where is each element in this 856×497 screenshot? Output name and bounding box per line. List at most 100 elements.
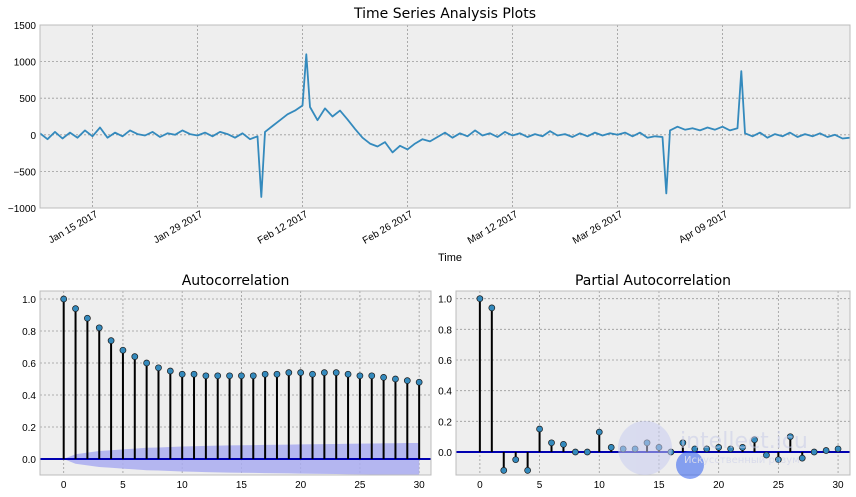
stem-marker <box>786 433 794 441</box>
y-tick-label: 0 <box>30 131 36 142</box>
y-tick-label: 500 <box>19 94 36 105</box>
stem-marker <box>380 374 387 381</box>
stem-marker <box>727 445 734 453</box>
time-series-chart: −1000 −500 0 500 1000 1500 Jan 15 2017 Jan 29 2… <box>8 6 851 264</box>
stem-marker <box>238 372 245 380</box>
stem-marker <box>131 353 139 360</box>
y-tick-label: 1.0 <box>22 295 36 306</box>
stem-marker <box>309 370 316 378</box>
y-tick-label: 1500 <box>14 21 37 32</box>
chart-title: Partial Autocorrelation <box>575 273 731 289</box>
stem-marker <box>249 372 257 380</box>
x-tick-label: 5 <box>537 480 543 491</box>
stem-marker <box>524 467 531 474</box>
y-tick-label: 0.6 <box>22 359 36 370</box>
watermark-brand: intellect.icu <box>680 429 808 454</box>
chart-title: Autocorrelation <box>182 273 290 289</box>
x-tick-label: 20 <box>713 480 725 491</box>
stem-marker <box>403 377 411 384</box>
stem-marker <box>143 359 150 367</box>
stem-marker <box>560 440 567 448</box>
x-tick-label: 25 <box>354 480 366 491</box>
stem-marker <box>512 456 520 464</box>
stem-marker <box>583 448 591 456</box>
plot-frame <box>39 290 432 476</box>
y-tick-label: 0.6 <box>438 356 452 367</box>
stem-marker <box>834 445 842 453</box>
stem-marker <box>763 451 770 459</box>
x-tick-label: 0 <box>61 480 67 491</box>
watermark-tagline: Искусственный разум <box>684 455 800 466</box>
watermark-logo-circle <box>618 421 672 475</box>
x-tick-label: Mar 26 2017 <box>571 209 626 247</box>
stem-marker <box>60 295 68 303</box>
autocorrelation-chart: 0.0 0.2 0.4 0.6 0.8 1.0 0 5 10 15 20 25 30 Autocorrel… <box>22 273 432 491</box>
stem-marker <box>202 372 210 380</box>
x-tick-label: 25 <box>773 480 785 491</box>
x-axis-label: Time <box>438 252 462 264</box>
plot-background <box>40 25 850 208</box>
stem-marker <box>95 324 103 332</box>
x-tick-label: 5 <box>120 480 126 491</box>
y-tick-label: 0.8 <box>438 325 452 336</box>
x-tick-label: 10 <box>594 480 606 491</box>
y-tick-label: 1.0 <box>438 295 452 306</box>
x-tick-label: 20 <box>295 480 307 491</box>
stem-marker <box>166 367 174 375</box>
y-tick-label: −1000 <box>8 204 37 215</box>
stem-marker <box>488 304 496 312</box>
partial-autocorrelation-chart: 0.0 0.2 0.4 0.6 0.8 1.0 0 5 10 15 20 25 30 Partial Au… <box>438 273 851 491</box>
stem-marker <box>119 346 127 354</box>
stem-marker <box>775 456 782 464</box>
stem-marker <box>415 378 423 386</box>
x-tick-label: 15 <box>653 480 665 491</box>
stem-marker <box>392 375 399 383</box>
stem-marker <box>214 372 222 380</box>
series-line <box>39 53 851 198</box>
x-tick-label: Jan 29 2017 <box>152 209 206 246</box>
x-tick-label: 15 <box>236 480 248 491</box>
y-tick-label: 0.8 <box>22 327 36 338</box>
stem-marker <box>822 447 830 454</box>
stem-marker <box>261 370 269 378</box>
stem-marker <box>297 369 305 376</box>
y-tick-label: 0.0 <box>22 455 36 466</box>
stem-marker <box>155 364 162 372</box>
stem-marker <box>810 448 818 456</box>
stem-marker <box>595 428 603 436</box>
stem-marker <box>321 369 328 376</box>
stem-marker <box>356 372 364 380</box>
watermark-logo-dot <box>676 451 704 479</box>
stem-marker <box>107 337 115 344</box>
stem-marker <box>368 372 376 380</box>
stem-marker <box>679 439 687 447</box>
x-tick-label: Feb 26 2017 <box>361 209 416 247</box>
stem-marker <box>344 370 352 378</box>
x-tick-label: Apr 09 2017 <box>677 209 730 246</box>
stem-marker <box>548 439 555 447</box>
x-tick-label: Mar 12 2017 <box>466 209 521 247</box>
stem-marker <box>332 369 340 376</box>
stem-marker <box>178 370 186 378</box>
stem-marker <box>273 370 281 378</box>
y-tick-label: 0.4 <box>22 391 36 402</box>
y-tick-label: 1000 <box>14 58 37 69</box>
y-tick-label: 0.4 <box>438 387 452 398</box>
chart-title: Time Series Analysis Plots <box>353 6 536 22</box>
y-tick-label: 0.2 <box>438 417 452 428</box>
stem-marker <box>798 454 806 462</box>
stem-marker <box>226 372 233 380</box>
x-tick-label: 30 <box>832 480 844 491</box>
stem-marker <box>476 295 484 303</box>
stem-marker <box>572 448 579 456</box>
stem-marker <box>751 436 758 444</box>
x-tick-label: 10 <box>177 480 189 491</box>
stem-marker <box>84 314 91 322</box>
stem-marker <box>500 467 508 474</box>
plot-frame <box>39 24 851 209</box>
y-tick-label: 0.0 <box>438 448 452 459</box>
plot-frame <box>455 290 851 476</box>
x-tick-label: Feb 12 2017 <box>256 209 311 247</box>
stem-marker <box>607 444 615 451</box>
